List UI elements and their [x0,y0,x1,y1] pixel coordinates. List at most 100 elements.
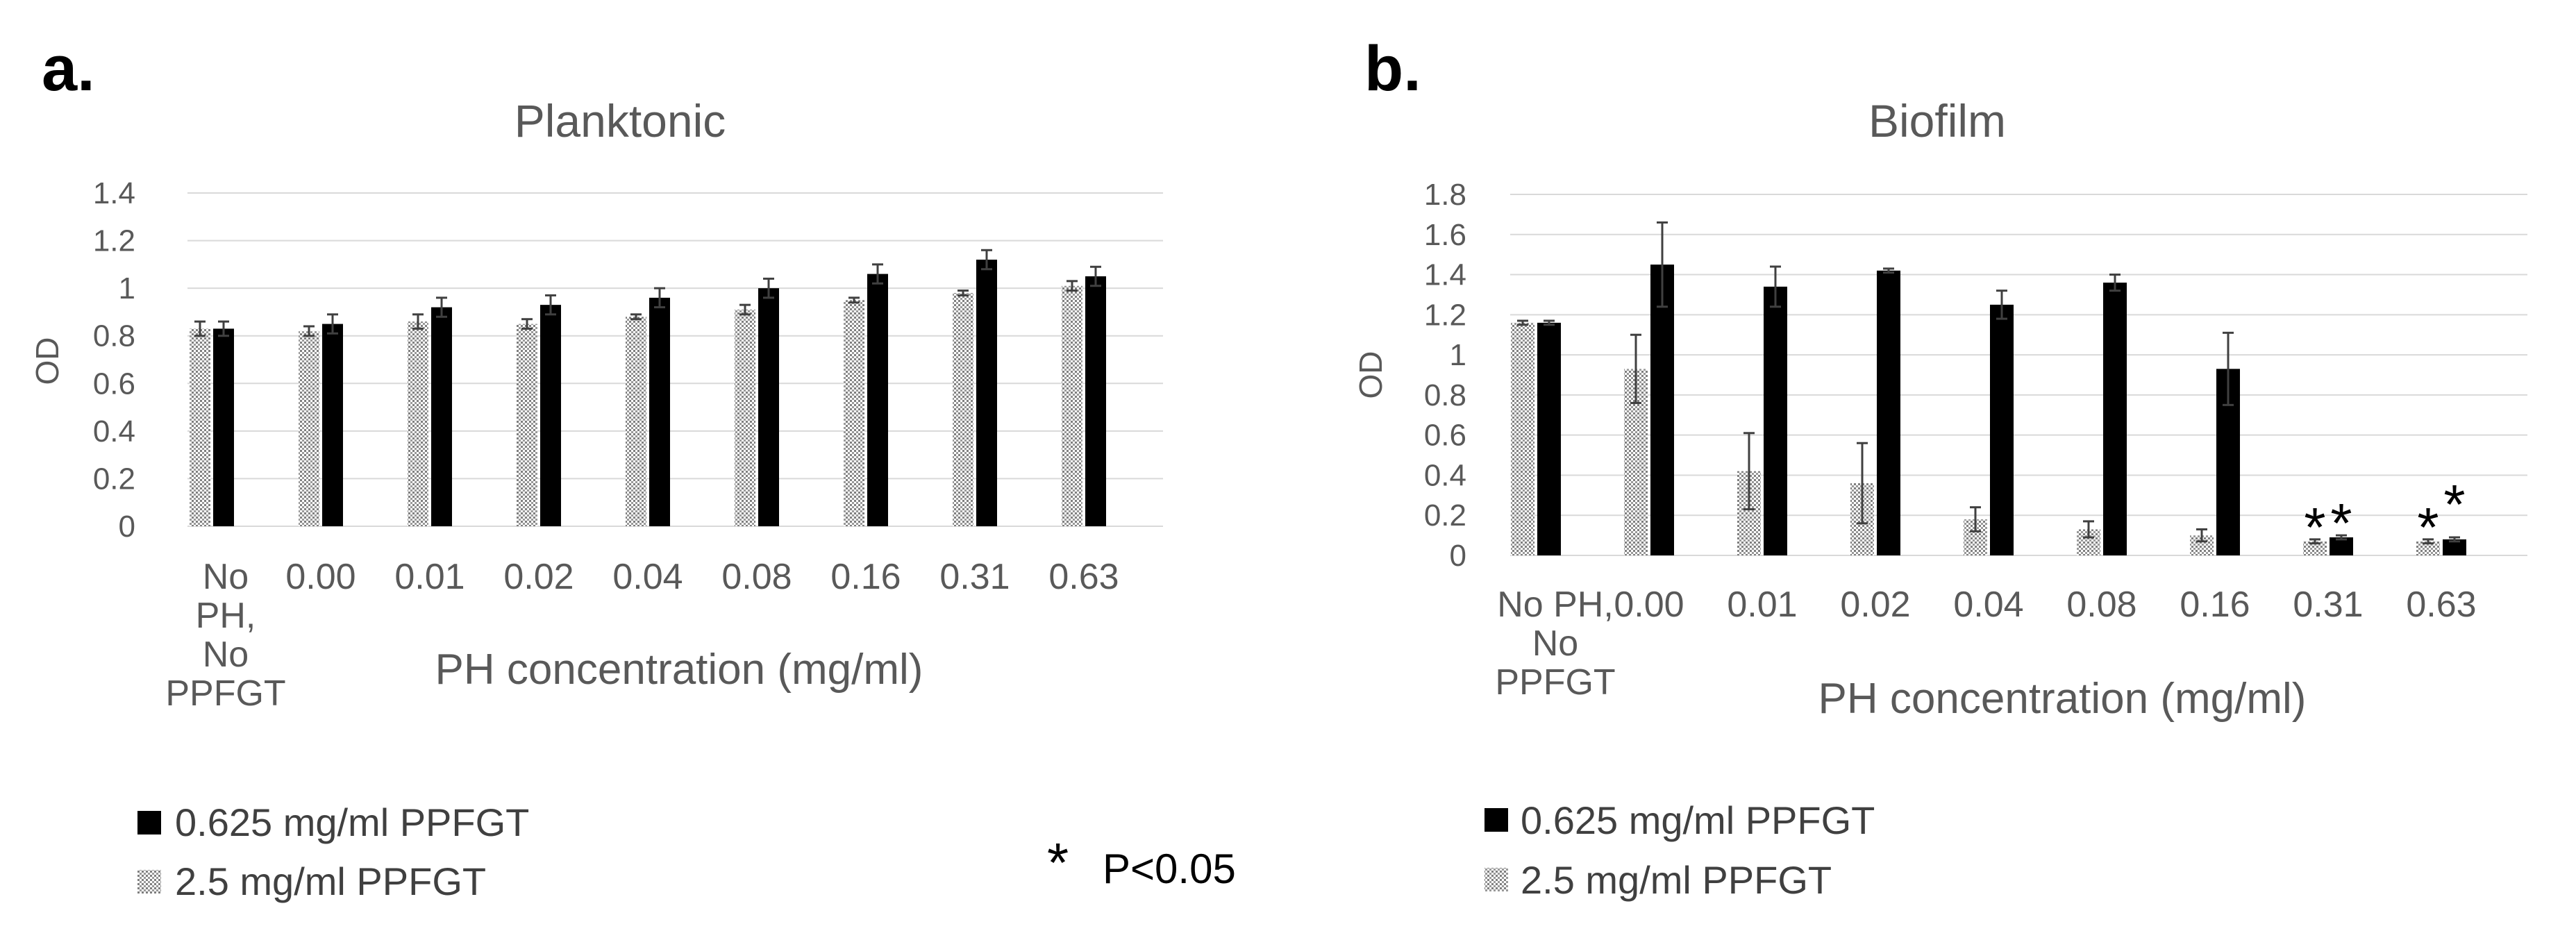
bar-dark-0 [213,328,234,526]
x-tick-line: No [1532,623,1578,664]
x-tick-label: No PH, No PPFGT [165,557,285,714]
panel-a-bars [190,249,1106,526]
x-tick-line: 0.08 [721,557,792,597]
panel-b-x-axis-label: PH concentration (mg/ml) [1818,675,2307,723]
significance-star: * [2443,473,2465,535]
x-tick-label: 0.00 [1614,585,1684,625]
x-tick-line: 0.02 [503,557,574,597]
x-tick-label: 0.00 [285,557,356,597]
x-tick-line: 0.04 [612,557,683,597]
bar-dark-1 [1650,265,1674,555]
bar-dark-2 [1764,286,1787,555]
significance-star: * [2417,496,2439,558]
legend-b-light-swatch [1484,868,1508,891]
legend-a-dark-swatch [137,811,161,834]
panel-b-significance-stars: * * * * [2304,473,2465,558]
panel-a-legend: 0.625 mg/ml PPFGT 2.5 mg/ml PPFGT [137,800,529,903]
bar-light-0 [1511,322,1534,555]
bar-light-2 [408,321,428,526]
y-tick-label: 0 [1450,539,1466,573]
bar-light-4 [626,317,646,526]
x-tick-label: 0.16 [830,557,901,597]
x-tick-line: 0.63 [1048,557,1119,597]
bar-dark-6 [867,274,888,526]
y-tick-label: 1.6 [1424,218,1466,252]
x-tick-line: 0.08 [2066,585,2136,625]
x-tick-label: 0.04 [1953,585,2023,625]
y-tick-label: 0 [119,510,135,544]
x-tick-label: 0.08 [721,557,792,597]
y-tick-label: 0.4 [1424,458,1466,492]
legend-a-light-swatch [137,870,161,894]
x-tick-label: 0.31 [939,557,1010,597]
legend-a-dark-label: 0.625 mg/ml PPFGT [175,800,529,844]
x-tick-line: 0.16 [830,557,901,597]
x-tick-line: 0.01 [394,557,465,597]
x-tick-line: 0.01 [1727,585,1797,625]
x-tick-label: 0.63 [1048,557,1119,597]
bar-dark-4 [649,297,670,526]
bar-dark-3 [540,305,561,526]
x-tick-label: 0.04 [612,557,683,597]
x-tick-line: 0.04 [1953,585,2023,625]
x-tick-label: 0.01 [1727,585,1797,625]
panel-b-y-ticks: 0 0.2 0.4 0.6 0.8 1 1.2 1.4 1.6 1.8 [1424,178,1466,573]
significance-star: * [2330,492,2352,554]
x-tick-label: 0.02 [1840,585,1910,625]
panel-a-planktonic: a. Planktonic OD 0 0.2 0.4 0.6 0.8 1 1.2 1.4 No… [29,33,1163,714]
panel-a-letter: a. [42,33,95,104]
x-tick-line: No [203,635,249,675]
bar-dark-8 [2443,539,2466,555]
bar-light-3 [517,324,537,526]
y-tick-label: 0.4 [93,414,135,448]
bar-light-0 [190,328,210,526]
x-tick-label: 0.08 [2066,585,2136,625]
legend-a-light-label: 2.5 mg/ml PPFGT [175,859,486,903]
panel-b-bars [1511,221,2466,555]
significance-note: * P<0.05 [1047,832,1236,894]
y-tick-label: 0.6 [1424,419,1466,453]
y-tick-label: 0.2 [93,462,135,496]
panel-b-letter: b. [1364,33,1421,104]
x-tick-line: PPFGT [1495,662,1615,703]
y-tick-label: 1.2 [93,224,135,258]
x-tick-line: 0.31 [2293,585,2363,625]
y-tick-label: 1.8 [1424,178,1466,212]
bar-dark-7 [976,260,997,526]
bar-dark-5 [2103,283,2127,555]
bar-dark-5 [758,288,779,526]
significance-note-label: P<0.05 [1103,846,1236,892]
bar-dark-2 [431,307,452,526]
x-tick-label: 0.63 [2406,585,2476,625]
bar-dark-1 [322,324,343,526]
panel-b-biofilm: b. Biofilm OD 0 0.2 0.4 0.6 0.8 1 1.2 1.4 1.6 1.8… [1353,33,2527,723]
y-tick-label: 0.6 [93,367,135,401]
bar-light-7 [2303,541,2327,555]
y-tick-label: 0.2 [1424,498,1466,532]
x-tick-label: 0.02 [503,557,574,597]
panel-a-y-ticks: 0 0.2 0.4 0.6 0.8 1 1.2 1.4 [93,176,135,544]
legend-b-light-label: 2.5 mg/ml PPFGT [1521,858,1832,902]
bar-light-1 [299,330,319,526]
y-tick-label: 0.8 [1424,378,1466,412]
legend-b-dark-label: 0.625 mg/ml PPFGT [1521,798,1875,842]
x-tick-label: 0.01 [394,557,465,597]
x-tick-line: 0.00 [1614,585,1684,625]
panel-a-title: Planktonic [515,95,726,146]
x-tick-label: 0.31 [2293,585,2363,625]
y-tick-label: 1.4 [1424,258,1466,292]
panel-a-y-axis-label: OD [29,337,65,385]
x-tick-line: 0.02 [1840,585,1910,625]
bar-light-8 [1062,285,1082,526]
panel-b-y-axis-label: OD [1353,351,1389,399]
panel-b-gridlines [1510,194,2527,556]
panel-b-title: Biofilm [1868,95,2006,146]
panel-a-x-axis-label: PH concentration (mg/ml) [435,646,923,694]
x-tick-line: No PH, [1497,585,1614,625]
x-tick-label: No PH, No PPFGT [1495,585,1615,703]
significance-star: * [2304,496,2325,558]
significance-note-star: * [1047,832,1069,894]
